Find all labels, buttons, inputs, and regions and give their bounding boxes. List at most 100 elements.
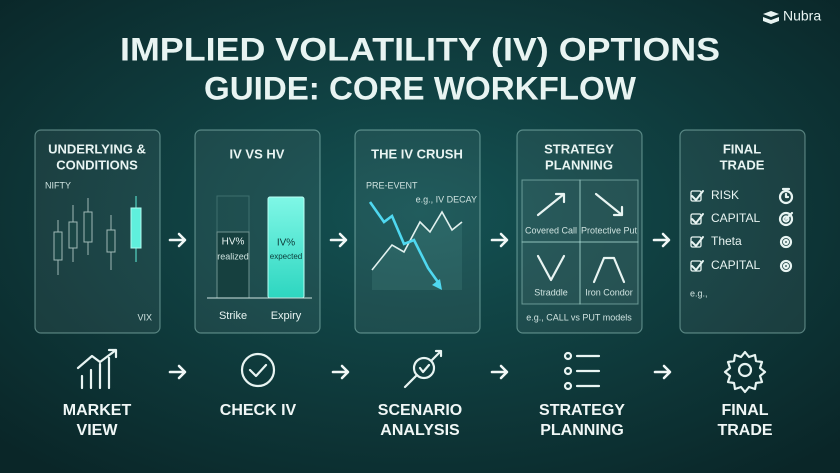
checklist-item: RISK	[711, 188, 739, 202]
strategy-icon	[536, 254, 566, 282]
checklist: RISK CAPITAL Theta CAPITAL	[690, 188, 760, 272]
decoration	[778, 189, 794, 205]
decoration	[779, 259, 793, 273]
decoration	[331, 364, 350, 380]
checkmark	[691, 260, 704, 272]
step-icons	[76, 348, 767, 394]
decoration	[168, 232, 187, 248]
strategy-label: Protective Put	[581, 225, 638, 235]
strategy-grid	[521, 179, 639, 305]
checklist-item: Theta	[711, 234, 742, 248]
panel-title: THE IV CRUSH	[371, 146, 463, 161]
decoration	[653, 364, 672, 380]
panel	[34, 129, 161, 334]
decoration	[412, 356, 436, 380]
decoration	[579, 179, 639, 243]
iv-decay-line	[368, 201, 442, 286]
title-line: IMPLIED VOLATILITY (IV) OPTIONS	[120, 31, 720, 67]
step-label: MARKET	[63, 402, 132, 419]
decoration	[490, 232, 509, 248]
step-label: ANALYSIS	[380, 422, 460, 439]
decoration	[778, 211, 794, 227]
candlesticks	[53, 196, 142, 275]
strategy-icon	[536, 192, 566, 217]
checklist-item: CAPITAL	[711, 211, 760, 225]
step-label: TRADE	[717, 422, 772, 439]
panel	[679, 129, 806, 334]
decoration	[106, 229, 116, 253]
axis-label: Expiry	[271, 310, 302, 322]
panel-label: PRE-EVENT	[366, 180, 418, 190]
decoration	[521, 241, 581, 305]
decoration	[782, 262, 790, 270]
step-label: VIEW	[77, 422, 119, 439]
decoration	[782, 238, 790, 246]
price-line	[371, 210, 463, 271]
decoration	[490, 364, 509, 380]
area	[372, 212, 462, 290]
brand: Nubra	[783, 8, 821, 24]
decoration	[53, 231, 63, 261]
decoration	[168, 364, 187, 380]
side-icons	[778, 187, 794, 273]
step-label: SCENARIO	[378, 402, 462, 419]
panel-label: e.g., IV DECAY	[416, 194, 477, 204]
caption: e.g., CALL vs PUT models	[526, 312, 632, 322]
decoration	[784, 211, 794, 221]
axis-label: Strike	[219, 310, 247, 322]
strategy-icon	[594, 192, 624, 217]
panel-label: NIFTY	[45, 180, 71, 190]
arrowhead	[432, 279, 442, 290]
decoration	[781, 187, 791, 199]
bar-label: HV%	[222, 237, 245, 248]
panel-label: VIX	[137, 312, 152, 322]
decoration	[76, 348, 118, 390]
decoration	[403, 349, 443, 389]
hv-bar	[216, 231, 250, 299]
checklist-item: CAPITAL	[711, 258, 760, 272]
strategy-label: Iron Condor	[585, 287, 633, 297]
step-label: STRATEGY	[539, 402, 625, 419]
checkmark	[691, 190, 704, 202]
decoration	[83, 211, 93, 243]
panel-title: FINAL	[723, 141, 761, 156]
checkmark	[691, 213, 704, 225]
decoration	[68, 221, 78, 249]
decoration	[779, 235, 793, 249]
panel-title: UNDERLYING &	[48, 141, 146, 156]
decoration	[723, 350, 767, 394]
bar-label: IV%	[277, 238, 295, 249]
brand-logo	[763, 11, 779, 24]
strategy-icon	[592, 256, 626, 284]
panel-title: CONDITIONS	[56, 157, 138, 172]
panel-title: STRATEGY	[544, 141, 614, 156]
decoration	[563, 366, 573, 376]
decoration	[248, 363, 268, 378]
decoration	[737, 362, 753, 378]
decoration	[579, 241, 639, 305]
decoration	[329, 232, 348, 248]
decoration	[130, 207, 142, 249]
title-line: GUIDE: CORE WORKFLOW	[204, 70, 637, 106]
note: e.g.,	[690, 288, 708, 298]
panel-title: TRADE	[720, 157, 765, 172]
step-label: CHECK IV	[220, 402, 297, 419]
step-label: PLANNING	[540, 422, 624, 439]
step-label: FINAL	[721, 402, 768, 419]
decoration	[575, 354, 601, 388]
bar-sub: realized	[217, 251, 249, 261]
strategy-label: Covered Call	[525, 225, 577, 235]
bar-sub: expected	[270, 252, 302, 261]
decoration	[563, 381, 573, 391]
decoration	[240, 352, 276, 388]
decoration	[563, 351, 573, 361]
decoration	[782, 215, 790, 223]
decoration	[521, 179, 581, 243]
checkmark	[691, 236, 704, 248]
panel	[354, 129, 481, 334]
panel-title: IV VS HV	[230, 146, 285, 161]
flow-arrows	[168, 232, 672, 380]
panel	[516, 129, 643, 334]
